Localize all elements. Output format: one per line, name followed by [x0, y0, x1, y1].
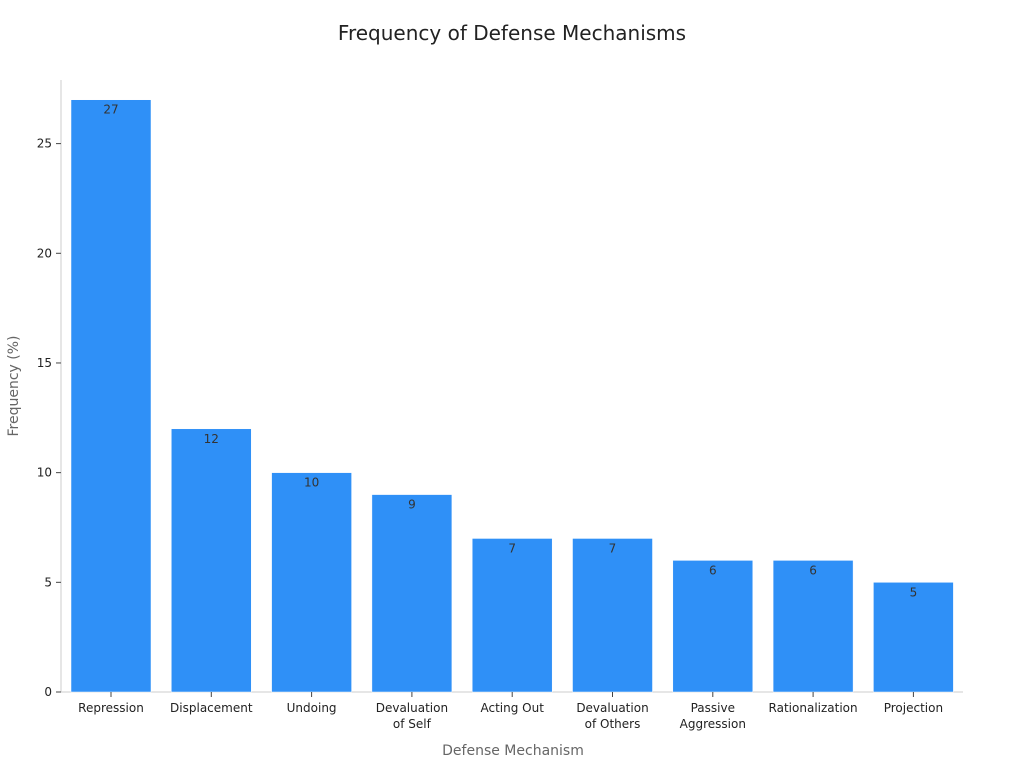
x-tick-label: Repression	[78, 701, 144, 715]
bar	[873, 582, 954, 693]
x-tick-label: Rationalization	[769, 701, 858, 715]
x-tick-label: Displacement	[170, 701, 253, 715]
y-tick-label: 20	[37, 246, 52, 260]
bar	[70, 99, 152, 693]
x-tick-label: Passive	[691, 701, 735, 715]
bar-value-label: 7	[609, 541, 617, 555]
bar-value-label: 7	[508, 541, 516, 555]
x-axis-label: Defense Mechanism	[442, 743, 584, 759]
bar-value-label: 27	[103, 103, 118, 117]
y-tick-label: 15	[37, 356, 52, 370]
bar	[772, 560, 854, 693]
y-tick-label: 0	[44, 685, 52, 699]
bar-value-label: 9	[408, 498, 416, 512]
y-tick-label: 5	[44, 575, 52, 589]
x-axis-ticks: Repression Displacement Undoing Devaluation…	[78, 692, 943, 731]
y-axis-ticks: 0 5 10 15 20 25	[37, 137, 61, 699]
bar	[471, 538, 553, 693]
y-tick-label: 10	[37, 466, 52, 480]
value-labels: 27 12 10 9 7 7 6 6 5	[103, 103, 917, 600]
x-tick-label: of Self	[393, 717, 432, 731]
bar	[371, 494, 453, 693]
bar	[572, 538, 653, 693]
bar	[171, 428, 252, 693]
bar-value-label: 6	[809, 563, 817, 577]
x-tick-label: Devaluation	[576, 701, 648, 715]
x-tick-label: Projection	[884, 701, 943, 715]
bar-value-label: 12	[204, 432, 219, 446]
bar	[672, 560, 754, 693]
x-tick-label: Undoing	[287, 701, 337, 715]
bars	[70, 99, 954, 693]
y-tick-label: 25	[37, 137, 52, 151]
bar-value-label: 5	[910, 585, 918, 599]
x-tick-label: Devaluation	[376, 701, 448, 715]
y-axis-label: Frequency (%)	[6, 335, 22, 436]
bar	[271, 472, 352, 693]
x-tick-label: of Others	[585, 717, 641, 731]
bar-value-label: 6	[709, 563, 717, 577]
bar-value-label: 10	[304, 476, 319, 490]
chart-title: Frequency of Defense Mechanisms	[338, 21, 686, 45]
x-tick-label: Acting Out	[480, 701, 544, 715]
x-tick-label: Aggression	[680, 717, 746, 731]
